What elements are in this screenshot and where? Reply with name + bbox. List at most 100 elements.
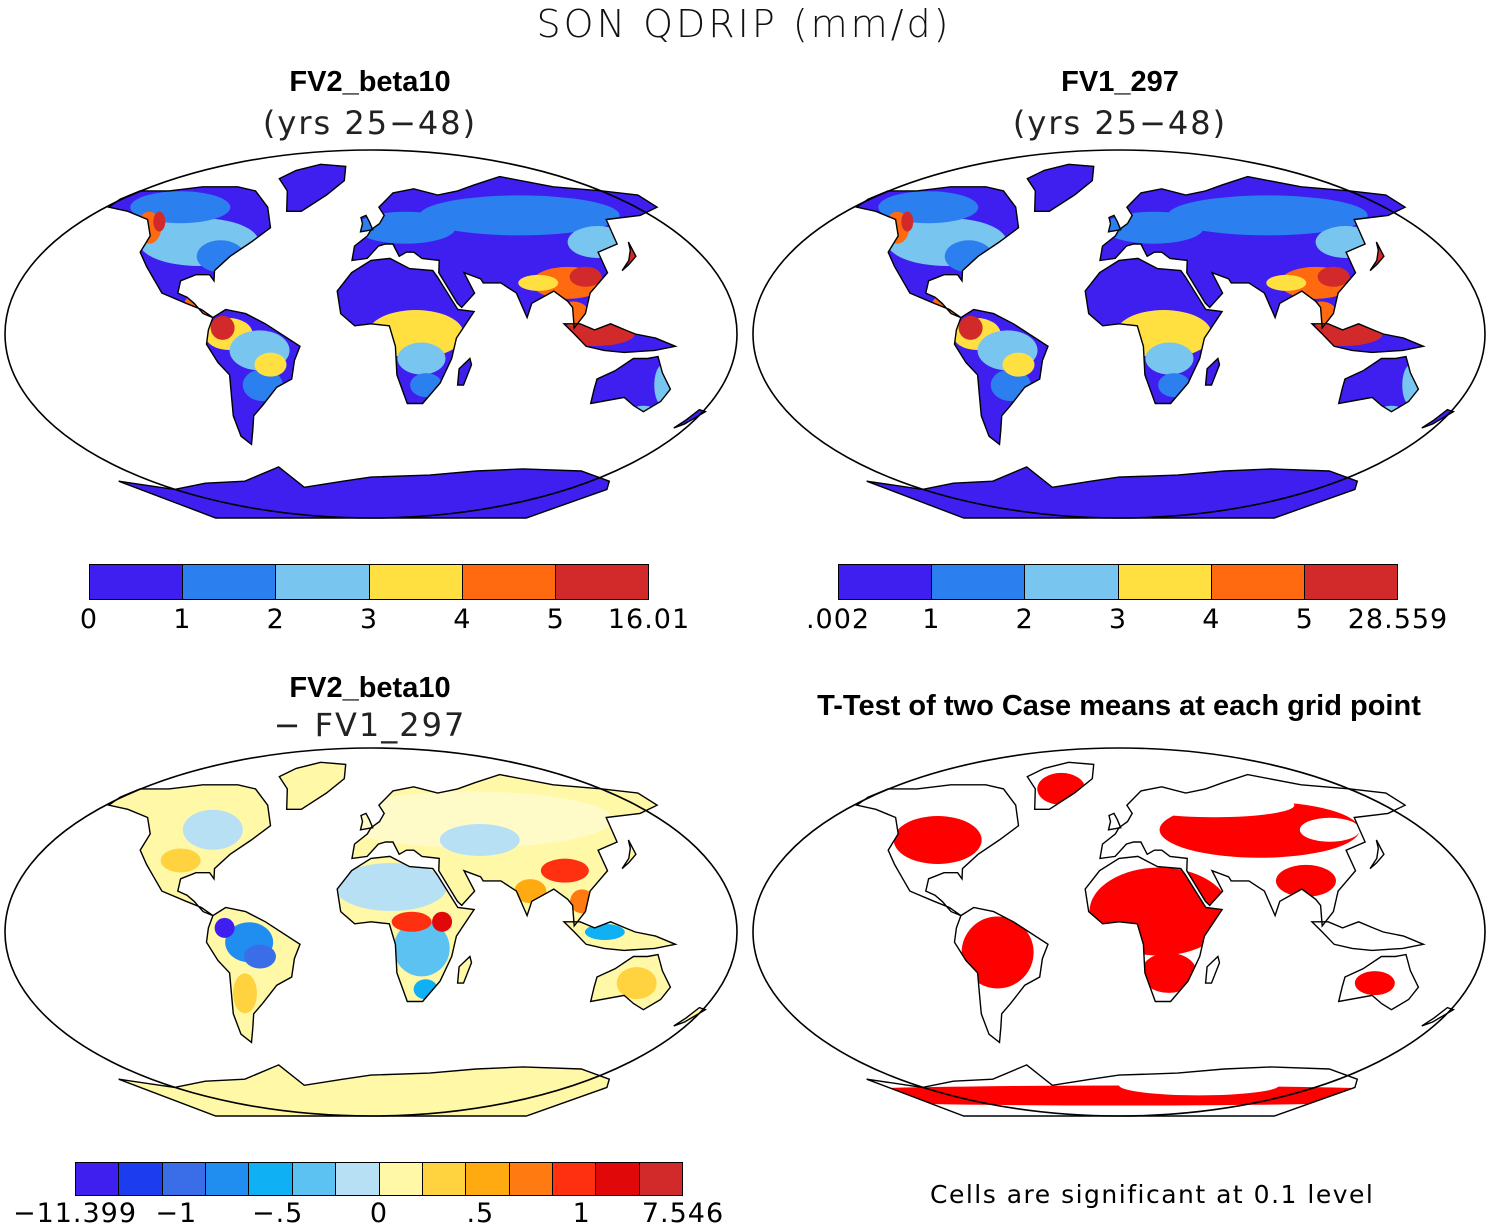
colorbar-tl-tick-label: 3 bbox=[359, 604, 379, 635]
panel-tr-title: FV1_297 bbox=[1061, 66, 1179, 98]
coastline-indonesia bbox=[562, 921, 678, 952]
coastline-eurasia bbox=[351, 773, 659, 928]
coastline-uk bbox=[359, 214, 374, 233]
coastline-samerica bbox=[953, 906, 1049, 1044]
coastline-eurasia bbox=[351, 175, 659, 330]
coastline-antarctica bbox=[118, 1064, 611, 1117]
map-br-frame bbox=[752, 747, 1486, 1117]
coastline-australia bbox=[589, 355, 672, 413]
coastline-namerica bbox=[855, 784, 1020, 917]
coastline-uk bbox=[359, 812, 374, 831]
panel-bl-subtitle: − FV1_297 bbox=[273, 706, 467, 744]
colorbar-bl-segment bbox=[509, 1163, 553, 1195]
colorbar-tr bbox=[838, 564, 1398, 600]
colorbar-bl-segment bbox=[119, 1163, 163, 1195]
significance-note: Cells are significant at 0.1 level bbox=[930, 1180, 1375, 1209]
colorbar-tr-tick-label: 4 bbox=[1202, 604, 1221, 635]
colorbar-bl-tick-label: .5 bbox=[466, 1198, 495, 1229]
panel-br-title: T-Test of two Case means at each grid po… bbox=[817, 690, 1421, 722]
colorbar-bl-segment bbox=[422, 1163, 467, 1195]
colorbar-tl-segment bbox=[90, 565, 184, 599]
colorbar-bl-segment bbox=[162, 1163, 207, 1195]
coastline-greenland bbox=[278, 761, 347, 810]
colorbar-tl-segment bbox=[555, 565, 649, 599]
colorbar-bl-segment bbox=[292, 1163, 337, 1195]
map-br bbox=[752, 747, 1486, 1117]
colorbar-tl-tick-label: 0 bbox=[79, 604, 99, 635]
map-tr bbox=[752, 149, 1486, 519]
coastline-indonesia bbox=[562, 323, 678, 354]
coastline-namerica bbox=[855, 186, 1020, 319]
main-title: SON QDRIP (mm/d) bbox=[536, 2, 952, 46]
colorbar-tl-segment bbox=[369, 565, 463, 599]
colorbar-bl-tick-label: 7.546 bbox=[641, 1198, 725, 1229]
coastline-uk bbox=[1107, 812, 1122, 831]
coastline-africa bbox=[1084, 855, 1224, 1003]
coastline-nz bbox=[673, 1006, 708, 1027]
coastline-africa bbox=[336, 855, 476, 1003]
coastline-japan bbox=[621, 241, 637, 272]
coastline-indonesia bbox=[1310, 921, 1426, 952]
coastline-japan bbox=[1369, 241, 1385, 272]
coastline-eurasia bbox=[1099, 773, 1407, 928]
colorbar-tl-tick-label: 4 bbox=[453, 604, 472, 635]
colorbar-tl-tick-label: 1 bbox=[173, 604, 192, 635]
colorbar-tl-tick-label: 2 bbox=[266, 604, 285, 635]
coastline-greenland bbox=[1026, 163, 1095, 212]
colorbar-tl-segment bbox=[183, 565, 277, 599]
colorbar-tr-tick-label: .002 bbox=[805, 604, 871, 635]
colorbar-tr-segment bbox=[1211, 565, 1305, 599]
colorbar-bl-segment bbox=[596, 1163, 640, 1195]
coastline-antarctica bbox=[866, 466, 1359, 519]
colorbar-bl bbox=[75, 1162, 683, 1196]
colorbar-tr-tick-label: 1 bbox=[922, 604, 941, 635]
colorbar-tr-segment bbox=[932, 565, 1026, 599]
coastline-eurasia bbox=[1099, 175, 1407, 330]
colorbar-tr-tick-label: 2 bbox=[1015, 604, 1034, 635]
panel-bl-title: FV2_beta10 bbox=[289, 672, 451, 704]
coastline-madagascar bbox=[456, 955, 473, 984]
coastline-madagascar bbox=[1204, 955, 1221, 984]
map-bl-frame bbox=[4, 747, 738, 1117]
coastline-samerica bbox=[953, 308, 1049, 446]
colorbar-bl-tick-label: −11.399 bbox=[12, 1198, 138, 1229]
coastline-madagascar bbox=[1204, 357, 1221, 386]
colorbar-bl-segment bbox=[552, 1163, 597, 1195]
panel-tr-subtitle: (yrs 25−48) bbox=[1012, 104, 1228, 142]
coastline-australia bbox=[1337, 355, 1420, 413]
coastline-japan bbox=[1369, 839, 1385, 870]
panel-tl-subtitle: (yrs 25−48) bbox=[262, 104, 478, 142]
colorbar-tr-segment bbox=[1304, 565, 1398, 599]
colorbar-bl-tick-label: −1 bbox=[155, 1198, 198, 1229]
coastline-greenland bbox=[278, 163, 347, 212]
coastline-antarctica bbox=[118, 466, 611, 519]
colorbar-tr-tick-label: 5 bbox=[1295, 604, 1314, 635]
colorbar-tl-tick-label: 5 bbox=[546, 604, 565, 635]
map-tr-frame bbox=[752, 149, 1486, 519]
colorbar-tr-tick-label: 28.559 bbox=[1347, 604, 1449, 635]
coastline-nz bbox=[1421, 1006, 1456, 1027]
coastline-antarctica bbox=[866, 1064, 1359, 1117]
coastline-australia bbox=[589, 953, 672, 1011]
colorbar-tr-segment bbox=[839, 565, 933, 599]
colorbar-bl-segment bbox=[379, 1163, 423, 1195]
colorbar-bl-tick-label: −.5 bbox=[251, 1198, 304, 1229]
coastline-australia bbox=[1337, 953, 1420, 1011]
map-bl bbox=[4, 747, 738, 1117]
map-tl-frame bbox=[4, 149, 738, 519]
coastline-nz bbox=[1421, 408, 1456, 429]
coastline-nz bbox=[673, 408, 708, 429]
colorbar-bl-ticks: −11.399 −1 −.5 0 .5 1 7.546 bbox=[13, 1198, 723, 1232]
colorbar-bl-tick-label: 0 bbox=[369, 1198, 389, 1229]
colorbar-bl-segment bbox=[336, 1163, 380, 1195]
coastline-africa bbox=[1084, 257, 1224, 405]
colorbar-bl-segment bbox=[249, 1163, 293, 1195]
coastline-japan bbox=[621, 839, 637, 870]
colorbar-tl-segment bbox=[462, 565, 556, 599]
colorbar-tr-ticks: .002 1 2 3 4 5 28.559 bbox=[806, 604, 1447, 638]
colorbar-tr-segment bbox=[1025, 565, 1119, 599]
colorbar-bl-segment bbox=[466, 1163, 510, 1195]
coastline-greenland bbox=[1026, 761, 1095, 810]
coastline-namerica bbox=[107, 186, 272, 319]
colorbar-tr-tick-label: 3 bbox=[1108, 604, 1128, 635]
